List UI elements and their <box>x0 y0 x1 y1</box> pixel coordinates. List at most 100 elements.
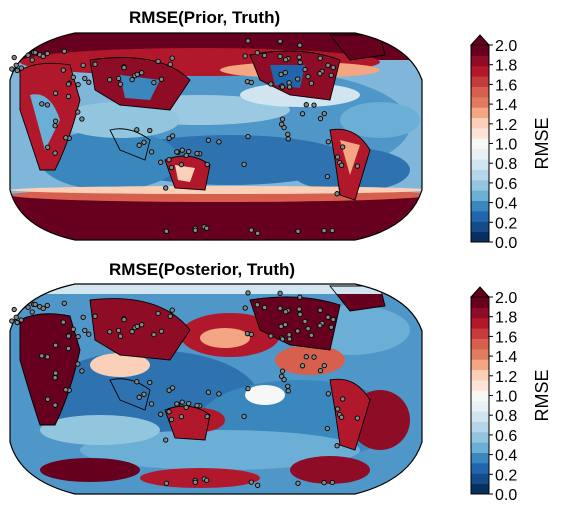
site-marker <box>179 399 185 405</box>
site-marker <box>39 101 45 107</box>
colorbar-segment <box>471 297 489 308</box>
site-marker <box>295 228 301 234</box>
site-marker <box>65 93 72 100</box>
site-marker <box>179 147 185 153</box>
site-marker <box>148 149 155 155</box>
site-marker <box>115 75 122 82</box>
site-marker <box>39 353 45 359</box>
site-marker <box>32 301 38 308</box>
site-marker <box>296 306 302 312</box>
site-marker <box>166 387 172 393</box>
site-marker <box>92 313 98 319</box>
site-marker <box>321 227 327 234</box>
site-marker <box>167 61 173 67</box>
site-marker <box>245 290 251 296</box>
site-marker <box>245 385 251 392</box>
site-marker <box>296 54 302 60</box>
colorbar-tick-label: 0.0 <box>495 235 517 252</box>
site-marker <box>60 319 66 325</box>
site-marker <box>29 57 35 63</box>
colorbar-tick-label: 1.8 <box>495 310 517 327</box>
site-marker <box>158 76 165 82</box>
site-marker <box>279 368 286 374</box>
site-marker <box>121 64 127 71</box>
site-marker <box>155 310 161 317</box>
site-marker <box>330 316 336 323</box>
site-marker <box>52 370 59 376</box>
site-marker <box>178 161 185 168</box>
site-marker <box>139 70 145 76</box>
top-panel-title: RMSE(Prior, Truth) <box>129 8 281 27</box>
site-marker <box>254 302 260 308</box>
site-marker <box>204 225 210 231</box>
colorbar-segment <box>471 462 489 474</box>
site-marker <box>277 38 283 44</box>
site-marker <box>285 136 291 142</box>
site-marker <box>44 302 50 309</box>
site-marker <box>248 331 254 338</box>
colorbar-tick-label: 0.6 <box>495 428 517 445</box>
site-marker <box>75 81 81 88</box>
site-marker <box>205 137 212 143</box>
site-marker <box>285 383 291 389</box>
site-marker <box>134 127 140 133</box>
colorbar-segment <box>471 338 489 350</box>
site-marker <box>330 64 336 71</box>
colorbar-tick-label: 1.8 <box>495 58 517 75</box>
site-marker <box>325 314 331 320</box>
site-marker <box>52 402 58 408</box>
site-marker <box>268 81 274 87</box>
site-marker <box>79 116 85 122</box>
site-marker <box>186 400 192 407</box>
site-marker <box>14 67 20 74</box>
site-marker <box>60 67 66 73</box>
site-marker <box>278 323 284 330</box>
site-marker <box>299 363 306 369</box>
site-marker <box>216 139 222 145</box>
site-marker <box>317 307 323 313</box>
site-marker <box>286 332 292 338</box>
site-marker <box>151 331 157 338</box>
site-marker <box>248 479 254 485</box>
site-marker <box>279 116 286 122</box>
site-marker <box>282 321 288 328</box>
colorbar-tick-label: 0.8 <box>495 156 517 173</box>
site-marker <box>261 52 268 59</box>
site-marker <box>317 322 323 329</box>
site-marker <box>178 413 185 420</box>
site-marker <box>297 294 303 300</box>
site-marker <box>334 443 340 449</box>
site-marker <box>286 80 292 86</box>
site-marker <box>297 59 303 66</box>
site-marker <box>317 367 324 374</box>
site-marker <box>134 323 140 330</box>
site-marker <box>13 314 19 320</box>
site-marker <box>52 150 58 156</box>
site-marker <box>158 328 165 334</box>
site-marker <box>117 333 124 339</box>
site-marker <box>80 314 86 320</box>
colorbar-segment <box>471 169 489 181</box>
colorbar-segment <box>471 200 489 212</box>
top-map-field <box>10 33 422 240</box>
site-marker <box>317 115 324 122</box>
site-marker <box>325 62 331 68</box>
site-marker <box>147 127 153 134</box>
site-marker <box>9 318 15 324</box>
colorbar-segment <box>471 483 489 495</box>
colorbar-segment <box>471 400 489 412</box>
site-marker <box>158 411 164 417</box>
site-marker <box>18 65 24 71</box>
site-marker <box>286 336 293 342</box>
site-marker <box>52 118 59 124</box>
colorbar-extend-arrow <box>469 286 491 298</box>
site-marker <box>192 227 198 233</box>
site-marker <box>18 317 24 323</box>
site-marker <box>334 154 341 160</box>
colorbar-tick-label: 1.0 <box>495 389 517 406</box>
site-marker <box>61 48 67 54</box>
colorbar-segment <box>471 76 489 87</box>
site-marker <box>45 396 51 402</box>
site-marker <box>168 416 175 423</box>
site-marker <box>204 413 210 420</box>
